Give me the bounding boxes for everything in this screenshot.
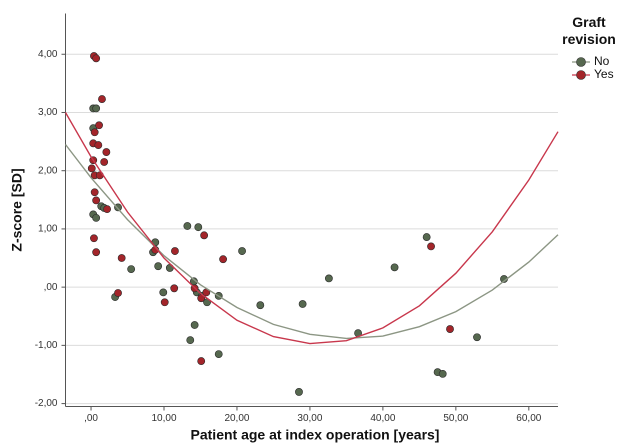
- y-tick-label: 2,00: [38, 165, 58, 176]
- point: [92, 248, 101, 257]
- point: [127, 265, 136, 273]
- point: [103, 205, 111, 214]
- point: [92, 196, 101, 205]
- point: [390, 263, 399, 272]
- point: [159, 288, 168, 297]
- point: [117, 254, 126, 262]
- point: [154, 262, 163, 271]
- point: [114, 203, 122, 212]
- point: [238, 247, 246, 255]
- point: [102, 148, 111, 156]
- point: [256, 301, 265, 310]
- x-axis-title: Patient age at index operation [years]: [191, 427, 440, 443]
- legend-label: No: [594, 54, 610, 68]
- x-tick-label: 50,00: [443, 413, 468, 424]
- point: [295, 388, 303, 396]
- y-tick-label: 4,00: [38, 49, 58, 60]
- point: [90, 128, 99, 137]
- point: [214, 350, 223, 358]
- point: [114, 289, 122, 297]
- point: [95, 121, 103, 130]
- fit-line: [64, 144, 559, 340]
- legend-marker: [576, 70, 586, 80]
- point: [200, 231, 209, 240]
- point: [197, 357, 206, 365]
- point: [473, 333, 481, 342]
- point: [100, 158, 109, 166]
- x-tick-label: 30,00: [297, 413, 322, 424]
- x-tick-label: 10,00: [151, 413, 176, 424]
- y-tick-label: 1,00: [38, 224, 58, 235]
- point: [160, 298, 169, 307]
- x-tick-label: 40,00: [370, 413, 395, 424]
- point: [194, 223, 203, 232]
- point: [438, 369, 447, 378]
- point: [87, 164, 96, 173]
- point: [171, 247, 179, 255]
- point: [90, 234, 98, 243]
- point: [90, 188, 99, 197]
- point: [98, 95, 106, 103]
- point: [170, 284, 179, 293]
- point: [324, 274, 333, 283]
- x-tick-label: 20,00: [224, 413, 249, 424]
- legend-title: Graft revision: [562, 14, 616, 47]
- legend-marker: [576, 57, 586, 67]
- y-axis-title: Z-score [SD]: [9, 168, 25, 251]
- point: [183, 222, 192, 230]
- point: [186, 336, 195, 345]
- point: [92, 54, 101, 63]
- point: [92, 104, 101, 113]
- point: [422, 233, 431, 241]
- point: [446, 325, 454, 333]
- y-tick-label: 3,00: [38, 107, 58, 118]
- point: [92, 213, 101, 222]
- point: [427, 242, 435, 251]
- x-tick-label: 60,00: [516, 413, 541, 424]
- point: [219, 255, 227, 264]
- y-tick-label: -1,00: [35, 340, 58, 351]
- fit-line: [64, 112, 559, 345]
- point: [94, 141, 103, 149]
- point: [298, 300, 307, 308]
- legend-label: Yes: [594, 67, 614, 81]
- x-tick-label: ,00: [84, 413, 98, 424]
- y-tick-label: ,00: [44, 282, 58, 293]
- y-tick-label: -2,00: [35, 398, 58, 409]
- point: [190, 321, 199, 329]
